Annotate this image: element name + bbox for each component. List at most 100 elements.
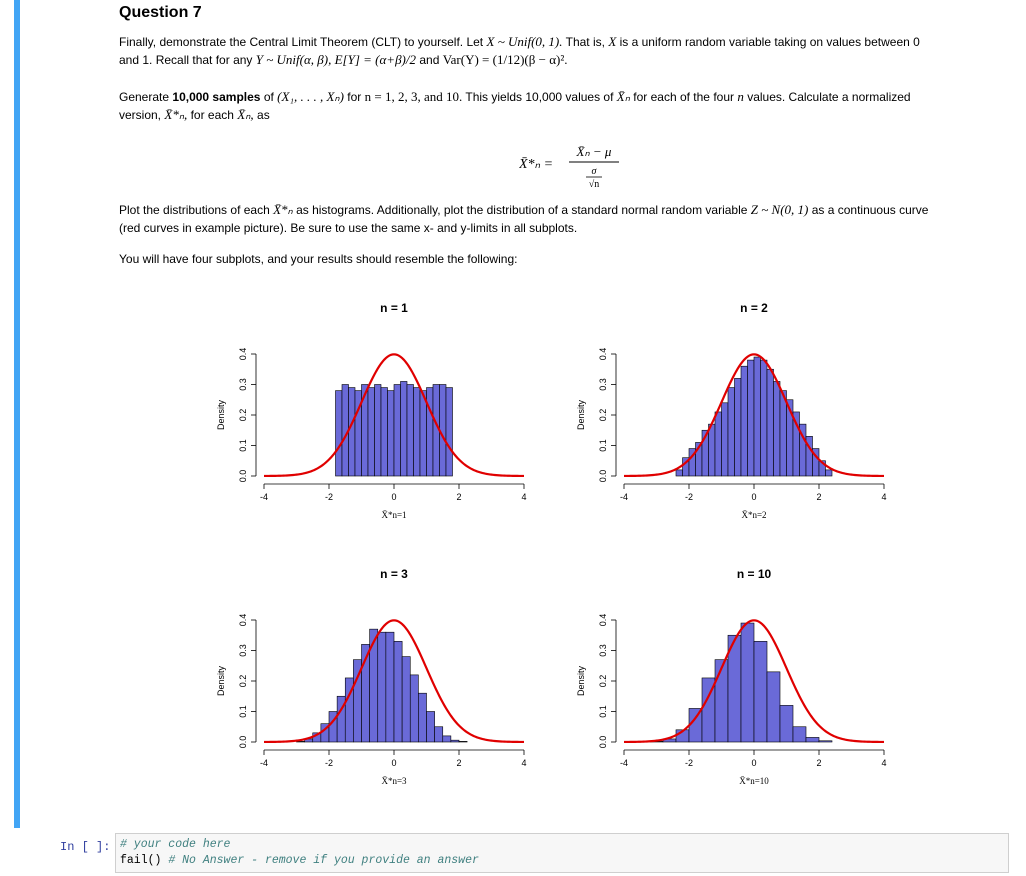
histogram-bar	[760, 359, 768, 477]
histogram-bar	[419, 390, 427, 477]
histogram-bar	[434, 726, 444, 743]
histogram-bar	[387, 390, 395, 477]
histogram-bar	[805, 737, 820, 743]
formula-sqrt-n: √n	[589, 179, 600, 190]
histogram-bar	[675, 469, 683, 477]
normalization-formula: X̄*ₙ = X̄ₙ − μ σ √n	[518, 138, 629, 204]
histogram-bar	[458, 741, 468, 743]
x-tick-label: 4	[881, 492, 886, 502]
histogram-bar	[393, 641, 403, 743]
x-tick-label: -2	[685, 758, 693, 768]
x-tick-label: 0	[751, 758, 756, 768]
histogram-bar	[792, 726, 807, 743]
subplot-title: n = 3	[380, 567, 408, 581]
x-axis-label: X̄*n=3	[381, 776, 407, 786]
math: X ~ Unif(0, 1).	[486, 34, 563, 49]
x-tick-label: -4	[620, 492, 628, 502]
x-tick-label: -2	[325, 492, 333, 502]
histogram-bar	[818, 740, 833, 743]
histogram-bar	[779, 705, 794, 743]
y-tick-label: 0.4	[238, 348, 248, 361]
histogram-bar	[740, 365, 748, 477]
x-axis-label: X̄*n=2	[741, 510, 766, 520]
histogram-bar	[753, 356, 761, 477]
bold-text: 10,000 samples	[172, 90, 261, 104]
y-tick-label: 0.2	[598, 409, 608, 422]
math: X̄ₙ	[616, 89, 630, 104]
histogram-bar	[380, 387, 388, 477]
question-title: Question 7	[119, 4, 202, 21]
code-cell[interactable]: In [ ]: # your code here fail() # No Ans…	[0, 832, 1026, 876]
math: X̄ₙ,	[237, 107, 254, 122]
y-tick-label: 0.3	[598, 378, 608, 391]
text: and 1. Recall that for any	[119, 53, 253, 67]
math: X̄*ₙ	[273, 202, 293, 217]
y-tick-label: 0.1	[598, 439, 608, 452]
y-tick-label: 0.0	[598, 470, 608, 483]
formula-lhs: X̄*ₙ =	[519, 157, 553, 172]
text: for each	[190, 108, 234, 122]
y-tick-label: 0.2	[598, 675, 608, 688]
normal-curve	[623, 353, 885, 478]
y-axis-label: Density	[216, 399, 226, 430]
paragraph-plot: Plot the distributions of each X̄*ₙ as h…	[119, 201, 999, 237]
math: Var(Y) = (1/12)(β − α)².	[442, 52, 568, 67]
y-tick-label: 0.1	[238, 705, 248, 718]
x-tick-label: 4	[521, 758, 526, 768]
text: values. Calculate a normalized	[747, 90, 911, 104]
histogram-bar	[445, 387, 453, 477]
histogram-bar	[400, 381, 408, 477]
paragraph-intro: Finally, demonstrate the Central Limit T…	[119, 33, 999, 69]
x-tick-label: 2	[456, 758, 461, 768]
y-axis-label: Density	[216, 665, 226, 696]
code-comment: # No Answer - remove if you provide an a…	[168, 854, 479, 867]
text: as histograms. Additionally, plot the di…	[296, 203, 748, 217]
histogram-bar	[335, 390, 343, 477]
text: This yields 10,000 values of	[465, 90, 614, 104]
x-tick-label: 0	[751, 492, 756, 502]
histogram-bar	[385, 631, 395, 743]
histogram-bar	[753, 641, 768, 743]
histogram-bar	[374, 384, 382, 477]
x-tick-label: -4	[620, 758, 628, 768]
text: of	[263, 90, 274, 104]
text: as	[257, 108, 270, 122]
x-tick-label: -2	[325, 758, 333, 768]
math: X	[608, 34, 617, 49]
subplot-4: n = 10 -4 -2 0 2 4 X̄*n=10 0.0 0.1 0.2 0.3 0.4 Densi…	[576, 567, 887, 786]
code-editor[interactable]: # your code here fail() # No Answer - re…	[115, 833, 1009, 873]
y-tick-label: 0.0	[598, 736, 608, 749]
histogram-bar	[413, 387, 421, 477]
paragraph-subplots: You will have four subplots, and your re…	[119, 252, 518, 266]
math: Z ~ N(0, 1)	[750, 202, 809, 217]
histogram-bar	[721, 402, 729, 477]
x-tick-label: -4	[260, 492, 268, 502]
histogram-bar	[442, 735, 452, 743]
formula-sigma: σ	[592, 166, 598, 177]
markdown-cell[interactable]: Question 7 Finally, demonstrate the Cent…	[0, 0, 1026, 828]
y-tick-label: 0.4	[238, 614, 248, 627]
code-line-2: fail() # No Answer - remove if you provi…	[120, 854, 479, 867]
y-tick-label: 0.0	[238, 470, 248, 483]
histogram-bar	[393, 384, 401, 477]
code-line-1: # your code here	[120, 838, 231, 851]
text: is a uniform random variable taking on v…	[619, 35, 920, 49]
text: for	[347, 90, 362, 104]
y-tick-label: 0.4	[598, 614, 608, 627]
subplot-title: n = 1	[380, 301, 408, 315]
cell-selection-bar	[14, 0, 20, 828]
cell-prompt: In [ ]:	[60, 840, 111, 854]
text: Plot the distributions of each	[119, 203, 270, 217]
normal-curve	[263, 353, 525, 478]
math: n	[737, 89, 744, 104]
x-tick-label: -4	[260, 758, 268, 768]
x-tick-label: -2	[685, 492, 693, 502]
y-axis-label: Density	[576, 399, 586, 430]
normal-curve	[263, 619, 525, 744]
text: Finally, demonstrate the Central Limit T…	[119, 35, 484, 49]
text: and	[419, 53, 440, 67]
y-tick-label: 0.2	[238, 409, 248, 422]
histogram-bar	[367, 387, 375, 477]
histogram-bar	[418, 692, 427, 743]
histogram-bar	[818, 460, 826, 477]
